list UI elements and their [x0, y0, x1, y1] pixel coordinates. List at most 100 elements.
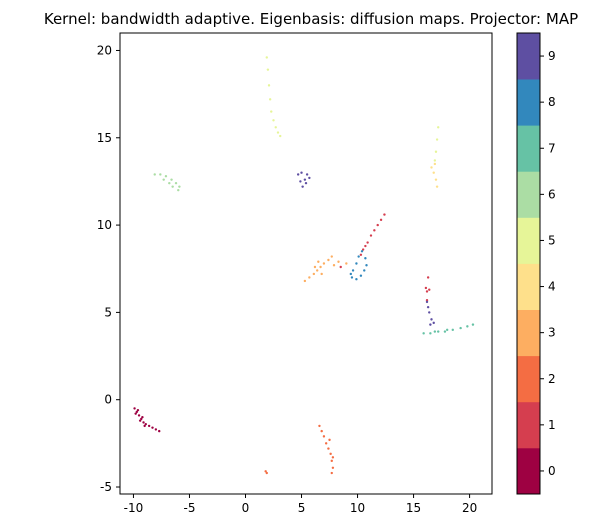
colorbar-tick-label: 8: [548, 95, 556, 109]
data-point-class-2: [330, 471, 333, 475]
data-point-class-0: [134, 412, 137, 415]
data-point-class-1: [376, 223, 379, 227]
y-tick-label: 0: [104, 393, 112, 407]
data-point-class-0: [154, 428, 158, 431]
data-point-class-5: [267, 84, 271, 87]
data-point-class-0: [144, 422, 147, 426]
data-point-class-3: [345, 262, 348, 265]
data-point-class-5: [265, 56, 268, 59]
data-point-class-6: [177, 188, 180, 192]
data-point-class-3: [337, 260, 340, 263]
data-point-class-1: [366, 241, 369, 244]
data-point-class-5: [433, 159, 437, 162]
x-tick-label: 10: [350, 501, 365, 515]
data-point-class-7: [459, 326, 462, 330]
data-point-class-9: [429, 323, 432, 326]
data-point-class-6: [174, 181, 178, 185]
data-point-class-9: [303, 178, 307, 181]
data-point-class-0: [147, 424, 151, 428]
data-point-class-8: [357, 255, 360, 258]
data-point-class-3: [322, 262, 326, 265]
data-point-class-9: [304, 181, 308, 185]
data-point-class-6: [164, 174, 168, 178]
data-point-class-6: [178, 185, 181, 188]
colorbar-frame: [516, 32, 541, 495]
data-point-class-5: [437, 126, 440, 129]
data-point-class-3: [316, 269, 319, 272]
data-point-class-8: [363, 269, 366, 272]
data-point-class-0: [137, 414, 141, 417]
data-point-class-5: [266, 68, 270, 71]
data-point-class-6: [168, 181, 171, 185]
data-point-class-7: [422, 332, 425, 335]
y-tick-label: 5: [104, 305, 112, 319]
data-point-class-2: [264, 470, 267, 473]
data-point-class-9: [425, 300, 429, 304]
colorbar-segment-7: [517, 125, 540, 172]
data-point-class-0: [136, 408, 140, 412]
colorbar-segment-0: [517, 447, 540, 495]
data-point-class-8: [365, 264, 368, 267]
data-point-class-2: [328, 438, 331, 442]
x-tick-label: 0: [242, 501, 250, 515]
data-point-class-5: [268, 98, 272, 101]
x-tick-label: 15: [406, 501, 421, 515]
x-tick-label: -10: [124, 501, 144, 515]
data-point-class-7: [443, 330, 447, 333]
data-point-class-3: [308, 276, 311, 279]
colorbar-tick-label: 6: [548, 187, 556, 201]
x-axis: -10 -5 0 5 10 15 20: [124, 494, 477, 515]
data-point-class-2: [327, 447, 330, 450]
colorbar-segment-4: [517, 263, 540, 310]
colorbar-tick-label: 2: [548, 372, 556, 386]
data-point-class-9: [426, 305, 430, 309]
data-point-class-8: [359, 274, 363, 277]
colorbar-tick-label: 4: [548, 280, 556, 294]
chart-title: Kernel: bandwidth adaptive. Eigenbasis: …: [44, 10, 578, 28]
data-point-class-7: [437, 330, 440, 333]
data-point-class-6: [170, 178, 173, 181]
data-point-class-1: [425, 290, 429, 293]
data-point-class-7: [429, 332, 432, 335]
data-point-class-8: [360, 250, 364, 253]
data-point-class-3: [319, 265, 322, 269]
data-point-class-8: [349, 272, 353, 276]
data-point-class-4: [430, 166, 433, 169]
colorbar-tick-label: 7: [548, 141, 556, 155]
data-point-class-1: [428, 288, 431, 291]
colorbar-segment-6: [517, 171, 540, 218]
colorbar-segment-3: [517, 309, 540, 357]
data-point-class-8: [351, 269, 355, 272]
colorbar-tick-label: 5: [548, 233, 556, 247]
data-point-class-3: [332, 264, 336, 267]
x-tick-label: -5: [183, 501, 195, 515]
data-point-class-2: [331, 456, 335, 459]
data-point-class-2: [265, 471, 268, 475]
colorbar-segment-9: [517, 33, 540, 80]
y-tick-label: -5: [100, 480, 112, 494]
data-point-class-6: [153, 173, 156, 176]
data-point-class-0: [151, 426, 154, 429]
data-point-class-9: [300, 171, 303, 174]
x-tick-label: 20: [462, 501, 477, 515]
data-point-class-4: [435, 185, 439, 188]
data-point-class-6: [162, 178, 165, 181]
data-point-class-1: [379, 218, 383, 222]
data-point-class-4: [434, 178, 438, 181]
data-point-class-5: [270, 110, 273, 113]
data-point-class-7: [451, 328, 454, 332]
data-point-class-3: [312, 272, 316, 276]
colorbar-tick-label: 1: [548, 418, 556, 432]
y-tick-label: 10: [97, 218, 112, 232]
data-point-class-3: [330, 255, 333, 258]
data-point-class-9: [299, 180, 302, 183]
data-point-class-2: [320, 429, 323, 433]
data-point-class-7: [445, 328, 449, 332]
plot-frame: [119, 32, 493, 495]
data-point-class-9: [301, 185, 304, 188]
data-point-class-2: [324, 442, 328, 445]
data-point-class-6: [159, 173, 162, 176]
data-point-class-5: [279, 134, 282, 138]
colorbar: 0 1 2 3 4 5 6 7 8 9: [516, 32, 556, 495]
